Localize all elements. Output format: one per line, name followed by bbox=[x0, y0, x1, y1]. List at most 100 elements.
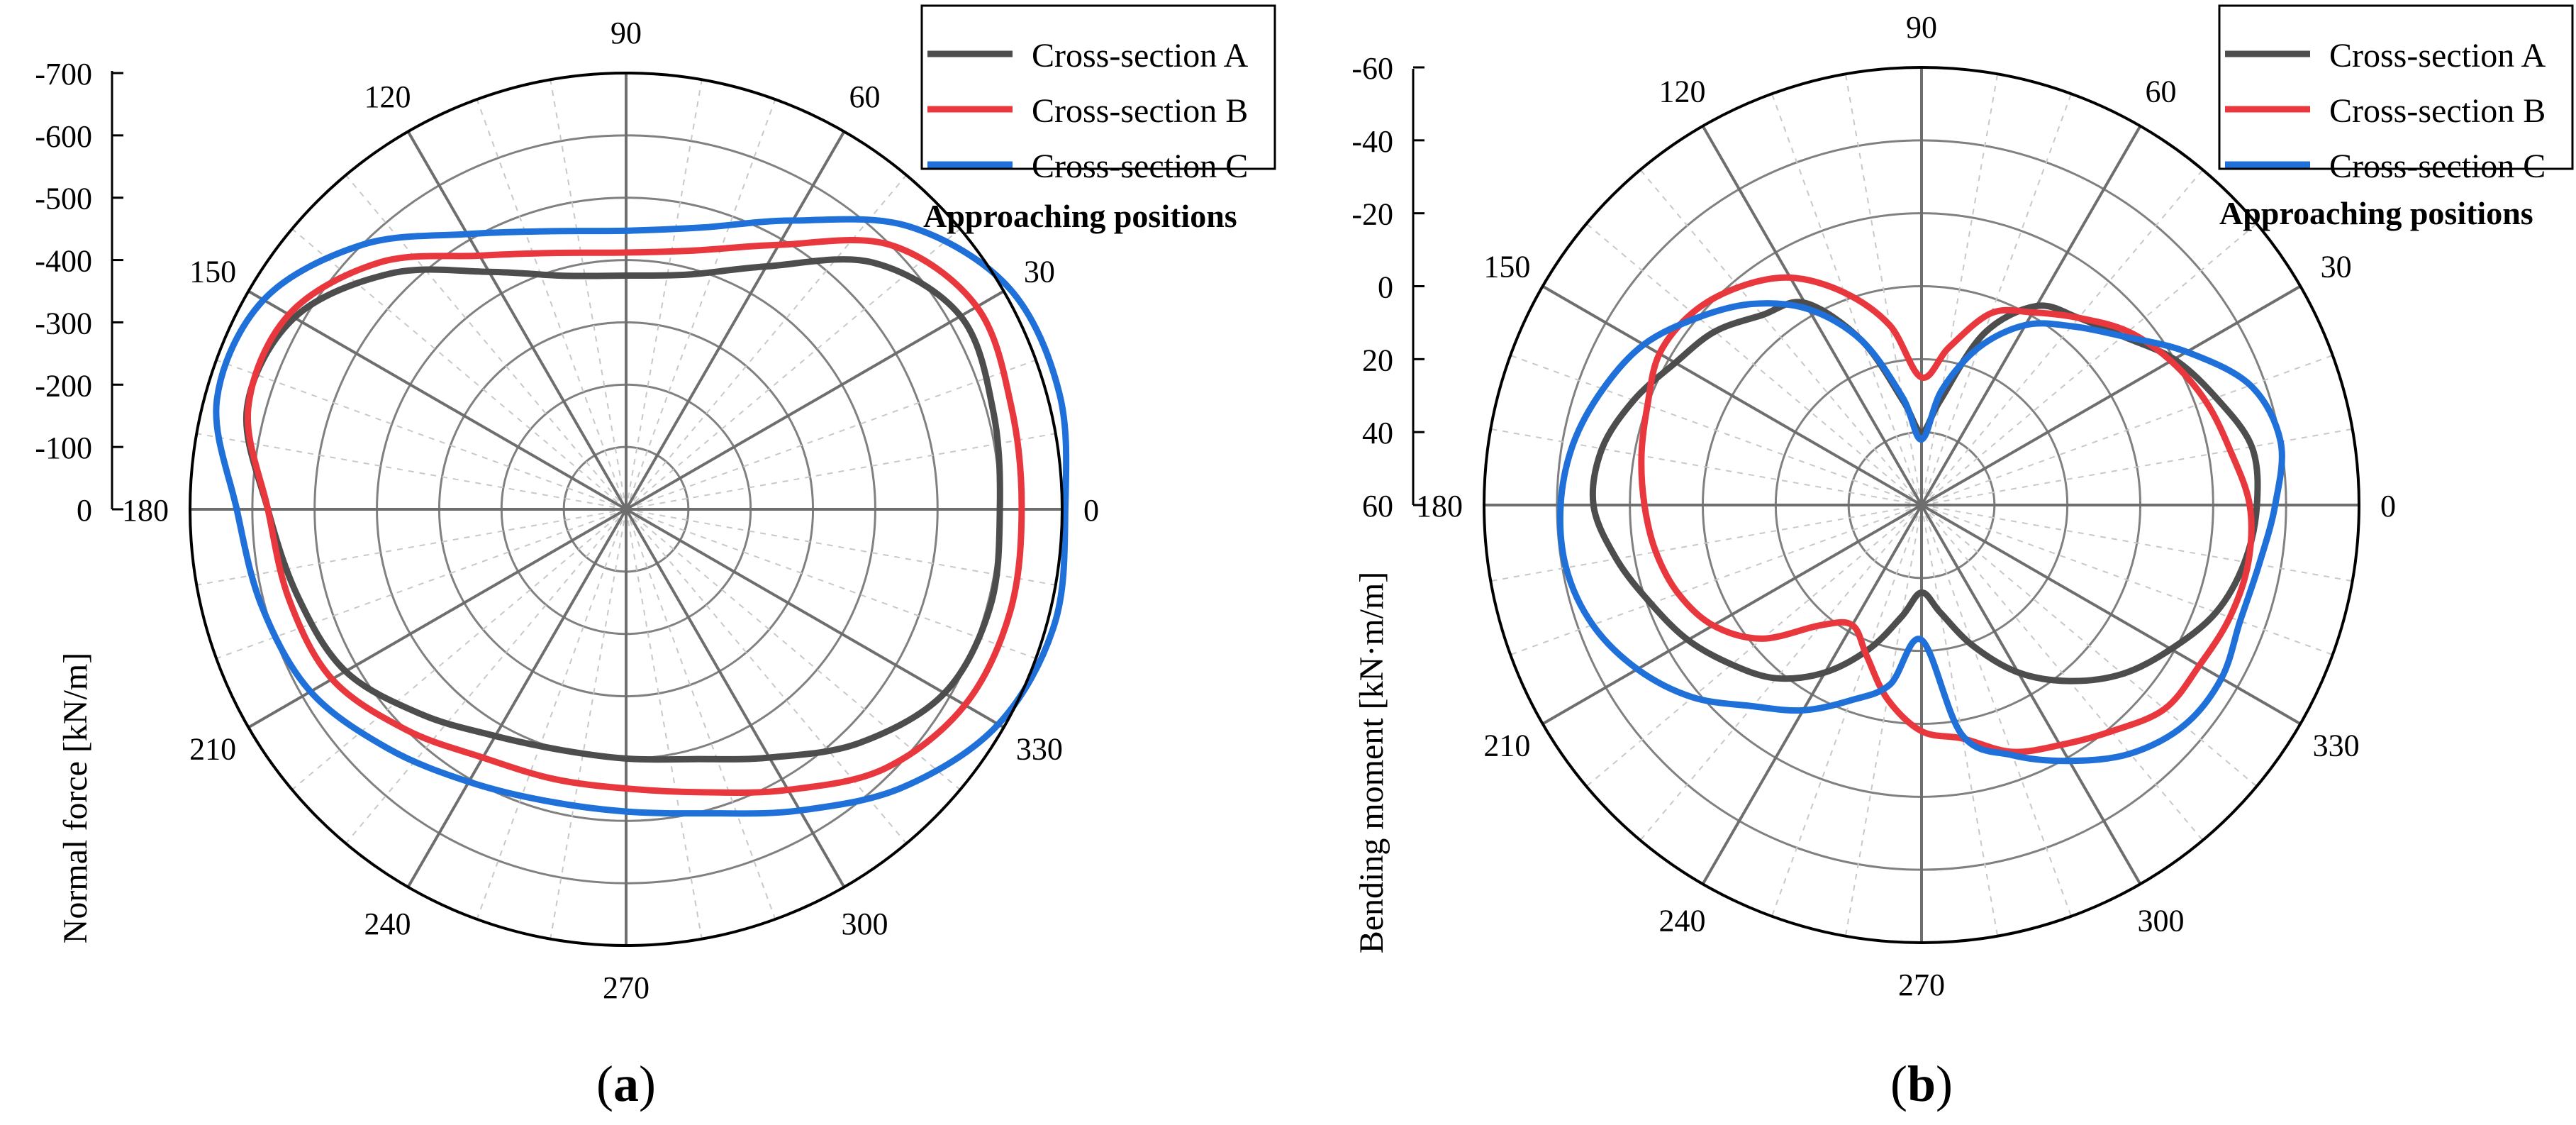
minor-spoke bbox=[1585, 504, 1922, 787]
legend-a-label-b: Cross-section B bbox=[1032, 92, 1248, 130]
panel-b-label: (b) bbox=[1890, 1055, 1953, 1112]
panel-b-grid bbox=[1484, 67, 2359, 943]
minor-spoke bbox=[625, 359, 1037, 510]
angle-tick-label: 150 bbox=[189, 255, 236, 289]
angle-tick-label: 180 bbox=[122, 493, 169, 528]
radial-tick-label: -100 bbox=[35, 431, 92, 465]
major-spoke bbox=[1701, 125, 1923, 506]
minor-spoke bbox=[1844, 74, 1922, 506]
outer-circle bbox=[189, 72, 1064, 947]
panel-b-series bbox=[1556, 274, 2285, 765]
radial-tick-label: -20 bbox=[1351, 197, 1393, 232]
panel-b-outer-frame bbox=[1483, 66, 2360, 944]
minor-spoke bbox=[291, 509, 627, 791]
minor-spoke bbox=[345, 509, 627, 844]
angle-tick-label: 30 bbox=[2321, 250, 2352, 284]
angle-tick-label: 270 bbox=[1898, 968, 1945, 1002]
panel-a-outer-frame bbox=[189, 72, 1064, 947]
minor-spoke bbox=[1771, 93, 1922, 506]
radial-tick-label: -600 bbox=[35, 119, 92, 154]
angle-tick-label: 300 bbox=[2138, 904, 2185, 938]
angle-tick-label: 90 bbox=[610, 16, 642, 50]
panel-a-angle-labels: 0 30 60 90 120 150 180 210 240 270 300 330 bbox=[122, 16, 1099, 1005]
outer-circle bbox=[1483, 66, 2360, 944]
major-spoke bbox=[406, 508, 628, 888]
panel-a-grid bbox=[190, 73, 1062, 946]
major-spoke bbox=[625, 508, 846, 888]
minor-spoke bbox=[1921, 355, 2334, 506]
angle-tick-label: 60 bbox=[849, 79, 881, 114]
minor-spoke bbox=[1490, 504, 1922, 582]
major-spoke bbox=[625, 508, 1005, 729]
angle-tick-label: 90 bbox=[1906, 10, 1937, 45]
panel-b-legend-title: Approaching positions bbox=[2219, 195, 2533, 231]
panel-b-ylabel: Bending moment [kN·m/m] bbox=[1353, 572, 1390, 954]
minor-spoke bbox=[1585, 223, 1922, 506]
legend-b-label-c: Cross-section C bbox=[2329, 148, 2546, 185]
radial-tick-label: -200 bbox=[35, 368, 92, 403]
minor-spoke bbox=[625, 433, 1056, 510]
minor-spoke bbox=[625, 228, 961, 510]
minor-spoke bbox=[1921, 169, 2204, 506]
series-line-b-panel-a bbox=[244, 237, 1025, 796]
radial-tick-label: 0 bbox=[77, 493, 92, 528]
minor-spoke bbox=[1921, 74, 1999, 506]
minor-spoke bbox=[625, 509, 703, 939]
legend-a-label-c: Cross-section C bbox=[1032, 148, 1248, 185]
panel-a-label: (a) bbox=[596, 1055, 656, 1112]
radial-tick-label: -700 bbox=[35, 57, 92, 92]
major-spoke bbox=[1920, 504, 2302, 726]
legend-a-label-a: Cross-section A bbox=[1032, 37, 1249, 74]
minor-spoke bbox=[625, 174, 908, 510]
panel-a-legend-title: Approaching positions bbox=[923, 198, 1237, 234]
angle-tick-label: 330 bbox=[1016, 732, 1063, 767]
minor-spoke bbox=[1844, 504, 1922, 936]
major-spoke bbox=[625, 131, 846, 511]
minor-spoke bbox=[1639, 504, 1922, 841]
minor-spoke bbox=[216, 359, 627, 510]
angle-tick-label: 120 bbox=[364, 79, 411, 114]
minor-spoke bbox=[1921, 504, 2334, 655]
angle-tick-label: 330 bbox=[2313, 728, 2360, 763]
minor-spoke bbox=[625, 509, 961, 791]
radial-tick-label: -60 bbox=[1351, 51, 1393, 86]
series-line-b-panel-b bbox=[1638, 274, 2255, 755]
minor-spoke bbox=[1510, 355, 1922, 506]
major-spoke bbox=[406, 131, 628, 511]
angle-tick-label: 0 bbox=[2380, 489, 2396, 523]
angle-tick-label: 120 bbox=[1659, 74, 1706, 109]
minor-spoke bbox=[1921, 504, 2353, 582]
panel-a-radial-ticks: -700 -600 -500 -400 -300 -200 -100 0 bbox=[35, 57, 123, 528]
minor-spoke bbox=[1921, 504, 2204, 841]
major-spoke bbox=[625, 289, 1005, 511]
minor-spoke bbox=[1490, 428, 1922, 506]
angle-tick-label: 150 bbox=[1483, 250, 1530, 284]
legend-b-label-a: Cross-section A bbox=[2329, 37, 2546, 74]
angle-tick-label: 210 bbox=[1483, 728, 1530, 763]
minor-spoke bbox=[625, 509, 776, 920]
major-spoke bbox=[1541, 284, 1923, 506]
legend-b-label-b: Cross-section B bbox=[2329, 92, 2546, 130]
angle-tick-label: 240 bbox=[1659, 904, 1706, 938]
minor-spoke bbox=[1921, 93, 2072, 506]
angle-tick-label: 30 bbox=[1024, 255, 1055, 289]
minor-spoke bbox=[1921, 223, 2258, 506]
panel-a-series bbox=[213, 216, 1070, 817]
angle-tick-label: 60 bbox=[2146, 74, 2177, 109]
minor-spoke bbox=[625, 79, 703, 510]
radial-tick-label: -40 bbox=[1351, 124, 1393, 159]
radial-tick-label: 40 bbox=[1362, 416, 1393, 450]
minor-spoke bbox=[1921, 504, 2258, 787]
major-spoke bbox=[1920, 284, 2302, 506]
angle-tick-label: 0 bbox=[1083, 493, 1099, 528]
radial-tick-label: -500 bbox=[35, 182, 92, 216]
series-line-c-panel-b bbox=[1556, 300, 2285, 765]
major-spoke bbox=[1920, 125, 2142, 506]
angle-tick-label: 210 bbox=[189, 732, 236, 767]
minor-spoke bbox=[625, 99, 776, 510]
panel-b-radial-ticks: -60 -40 -20 0 20 40 60 bbox=[1351, 51, 1424, 523]
minor-spoke bbox=[216, 509, 627, 660]
